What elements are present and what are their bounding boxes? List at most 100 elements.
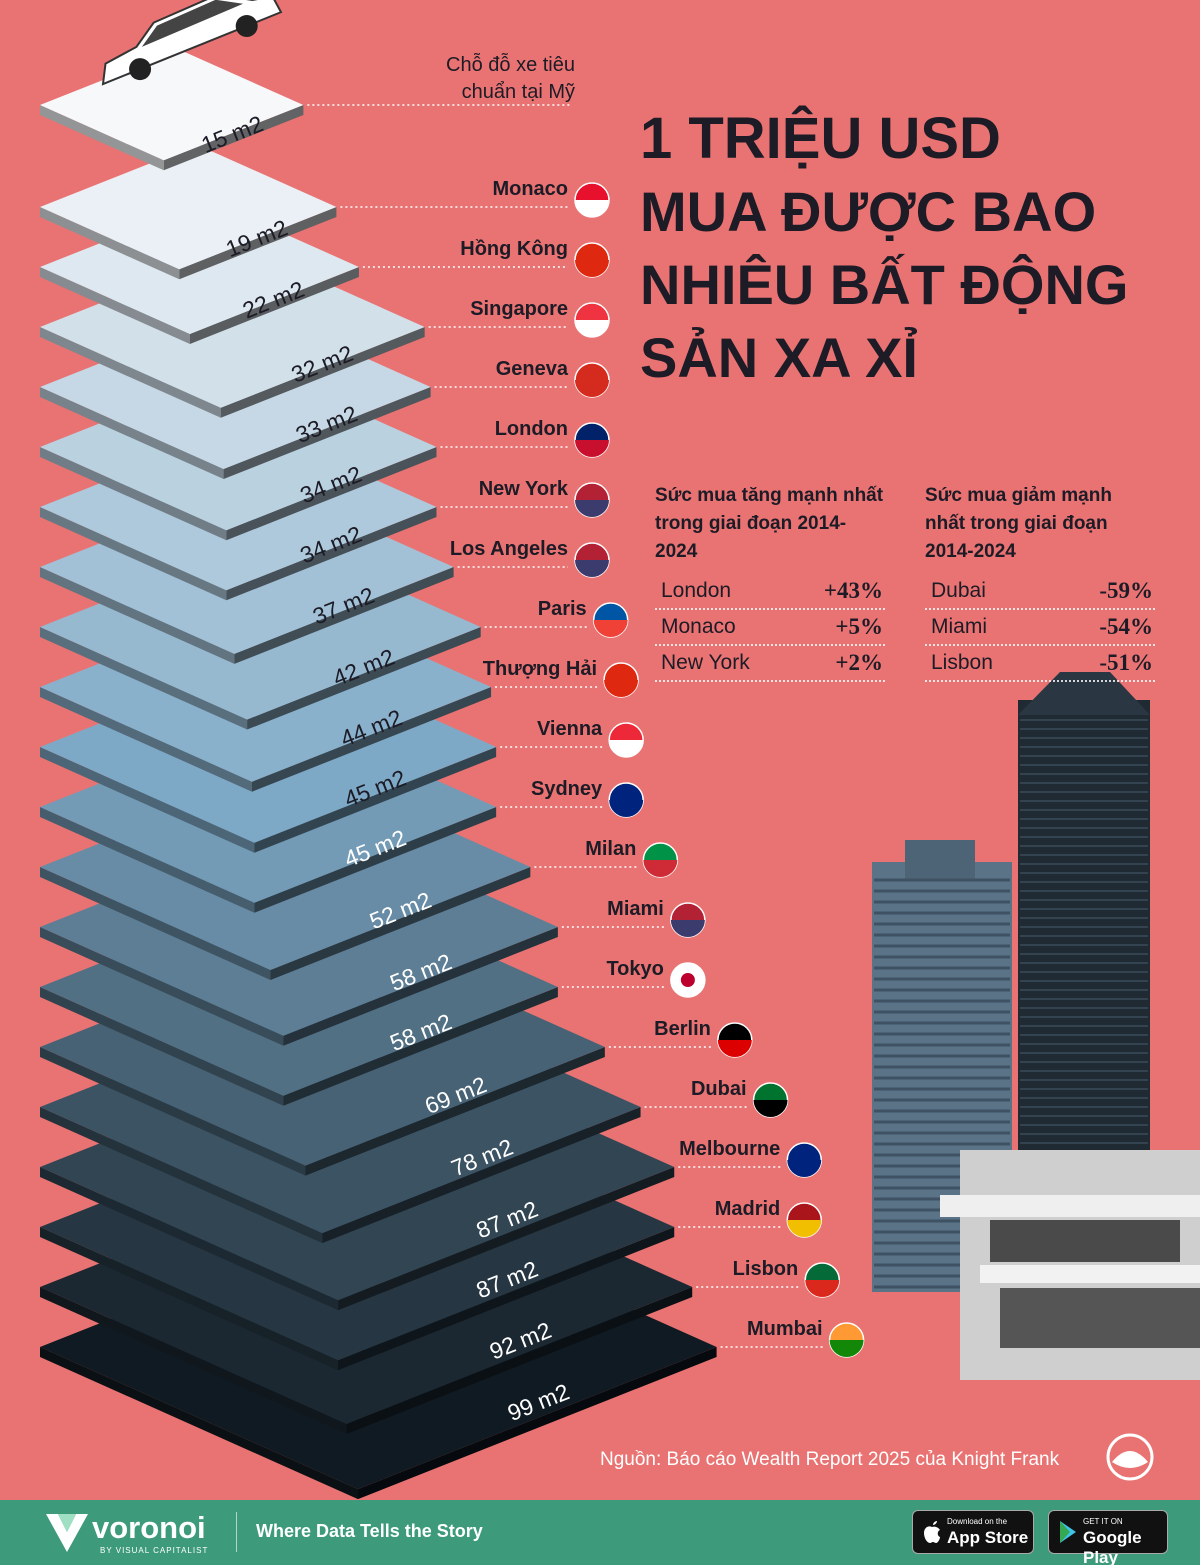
flag	[575, 320, 609, 337]
table-value: +43%	[823, 578, 883, 603]
source-icon	[1106, 1433, 1154, 1481]
footer: voronoi BY VISUAL CAPITALIST Where Data …	[0, 1500, 1200, 1565]
slab-side	[226, 447, 437, 541]
category-label: Monaco	[492, 178, 568, 200]
villa-dark	[990, 1220, 1180, 1262]
table-row: New York +2%	[655, 646, 885, 682]
brand: voronoi	[92, 1510, 206, 1545]
slab-side	[226, 507, 437, 601]
play-icon	[1060, 1521, 1076, 1543]
slab-side	[270, 867, 531, 980]
table-city: London	[661, 579, 732, 602]
slab-side	[179, 207, 337, 280]
flag	[575, 380, 609, 397]
slab-side	[40, 387, 224, 480]
slab-side	[40, 627, 248, 730]
slab-top	[40, 49, 304, 161]
store-name: Google Play	[1083, 1528, 1142, 1565]
slab-side	[254, 807, 497, 913]
flag	[575, 560, 609, 577]
slab-side	[40, 1227, 339, 1371]
category-label: Madrid	[715, 1198, 781, 1220]
car-icon	[101, 0, 283, 86]
category-label: Mumbai	[747, 1318, 823, 1340]
slab-side	[40, 1347, 358, 1500]
category-label: Los Angeles	[450, 538, 568, 560]
slab-side	[322, 1107, 641, 1244]
slab-side	[189, 267, 359, 344]
brand-sub: BY VISUAL CAPITALIST	[100, 1546, 209, 1555]
source: Nguồn: Báo cáo Wealth Report 2025 của Kn…	[600, 1449, 1060, 1470]
flag	[680, 973, 695, 987]
table-title: Sức mua tăng mạnh nhất trong giai đoạn 2…	[655, 485, 884, 562]
table-title: Sức mua giảm mạnh nhất trong giai đoạn 2…	[925, 485, 1112, 562]
flag	[670, 980, 705, 997]
table: Sức mua giảm mạnh nhất trong giai đoạn 2…	[925, 482, 1155, 682]
table-value: -54%	[1099, 614, 1153, 639]
flag	[753, 1100, 788, 1117]
table-row: Dubai -59%	[925, 574, 1155, 610]
slab-side	[163, 105, 304, 171]
slab-side	[40, 1047, 306, 1176]
table-value: -59%	[1099, 578, 1153, 603]
category-label: Melbourne	[679, 1138, 780, 1160]
flag	[604, 680, 639, 697]
category-label: Lisbon	[733, 1258, 799, 1280]
slab-side	[338, 1167, 675, 1311]
flag	[609, 800, 644, 817]
buildings	[872, 672, 1200, 1380]
app-store-button[interactable]: Download on the App Store	[912, 1510, 1034, 1554]
category-label: Milan	[585, 838, 636, 860]
table: Sức mua tăng mạnh nhất trong giai đoạn 2…	[655, 482, 885, 682]
table-city: Dubai	[931, 579, 986, 602]
apple-icon	[924, 1521, 940, 1543]
slab-side	[40, 687, 252, 792]
category-label: Singapore	[470, 298, 568, 320]
table-value: -51%	[1099, 650, 1153, 675]
google-play-button[interactable]: GET IT ON Google Play	[1048, 1510, 1168, 1565]
table-value: +2%	[835, 650, 883, 675]
table-value: +5%	[835, 614, 883, 639]
table-city: Lisbon	[931, 651, 993, 674]
table-row: Monaco +5%	[655, 610, 885, 646]
source-icon	[1112, 1451, 1148, 1468]
category-label: Berlin	[654, 1018, 711, 1040]
apartment-b	[905, 840, 975, 880]
category-label: Vienna	[537, 718, 603, 740]
slab-side	[283, 927, 558, 1046]
flag	[575, 260, 609, 277]
category-label: Miami	[607, 898, 664, 920]
car-wheel	[235, 15, 258, 38]
slab-side	[220, 327, 425, 418]
car-wheel	[129, 58, 152, 81]
flag	[575, 200, 609, 217]
slab-side	[40, 507, 227, 601]
store-caption: Download on the	[947, 1517, 1008, 1526]
category-label: New York	[479, 478, 569, 500]
flag	[670, 920, 705, 938]
villa-top	[940, 1195, 1200, 1217]
slab-top	[40, 144, 337, 270]
villa-mid	[980, 1265, 1200, 1283]
slab-side	[234, 567, 454, 664]
slab-side	[305, 1047, 605, 1176]
flag	[593, 620, 628, 637]
slab-side	[247, 627, 481, 730]
slab-side	[40, 567, 235, 664]
flag	[787, 1160, 822, 1178]
subtitle: MUA ĐƯỢC BAO NHIÊU BẤT ĐỘNG SẢN XA XỈ	[640, 180, 1129, 389]
category-label: Hồng Kông	[460, 238, 568, 260]
flag	[575, 440, 609, 457]
slab-side	[40, 207, 180, 280]
table-city: New York	[661, 651, 750, 674]
flag	[829, 1340, 864, 1357]
slab-side	[40, 927, 284, 1046]
logo	[46, 1514, 88, 1552]
slab-side	[40, 1107, 323, 1244]
category-label: Thượng Hải	[483, 658, 597, 680]
flag	[787, 1220, 822, 1237]
category-label: London	[495, 418, 568, 440]
villa-dark2	[1000, 1288, 1200, 1348]
slab-side	[40, 1287, 347, 1434]
